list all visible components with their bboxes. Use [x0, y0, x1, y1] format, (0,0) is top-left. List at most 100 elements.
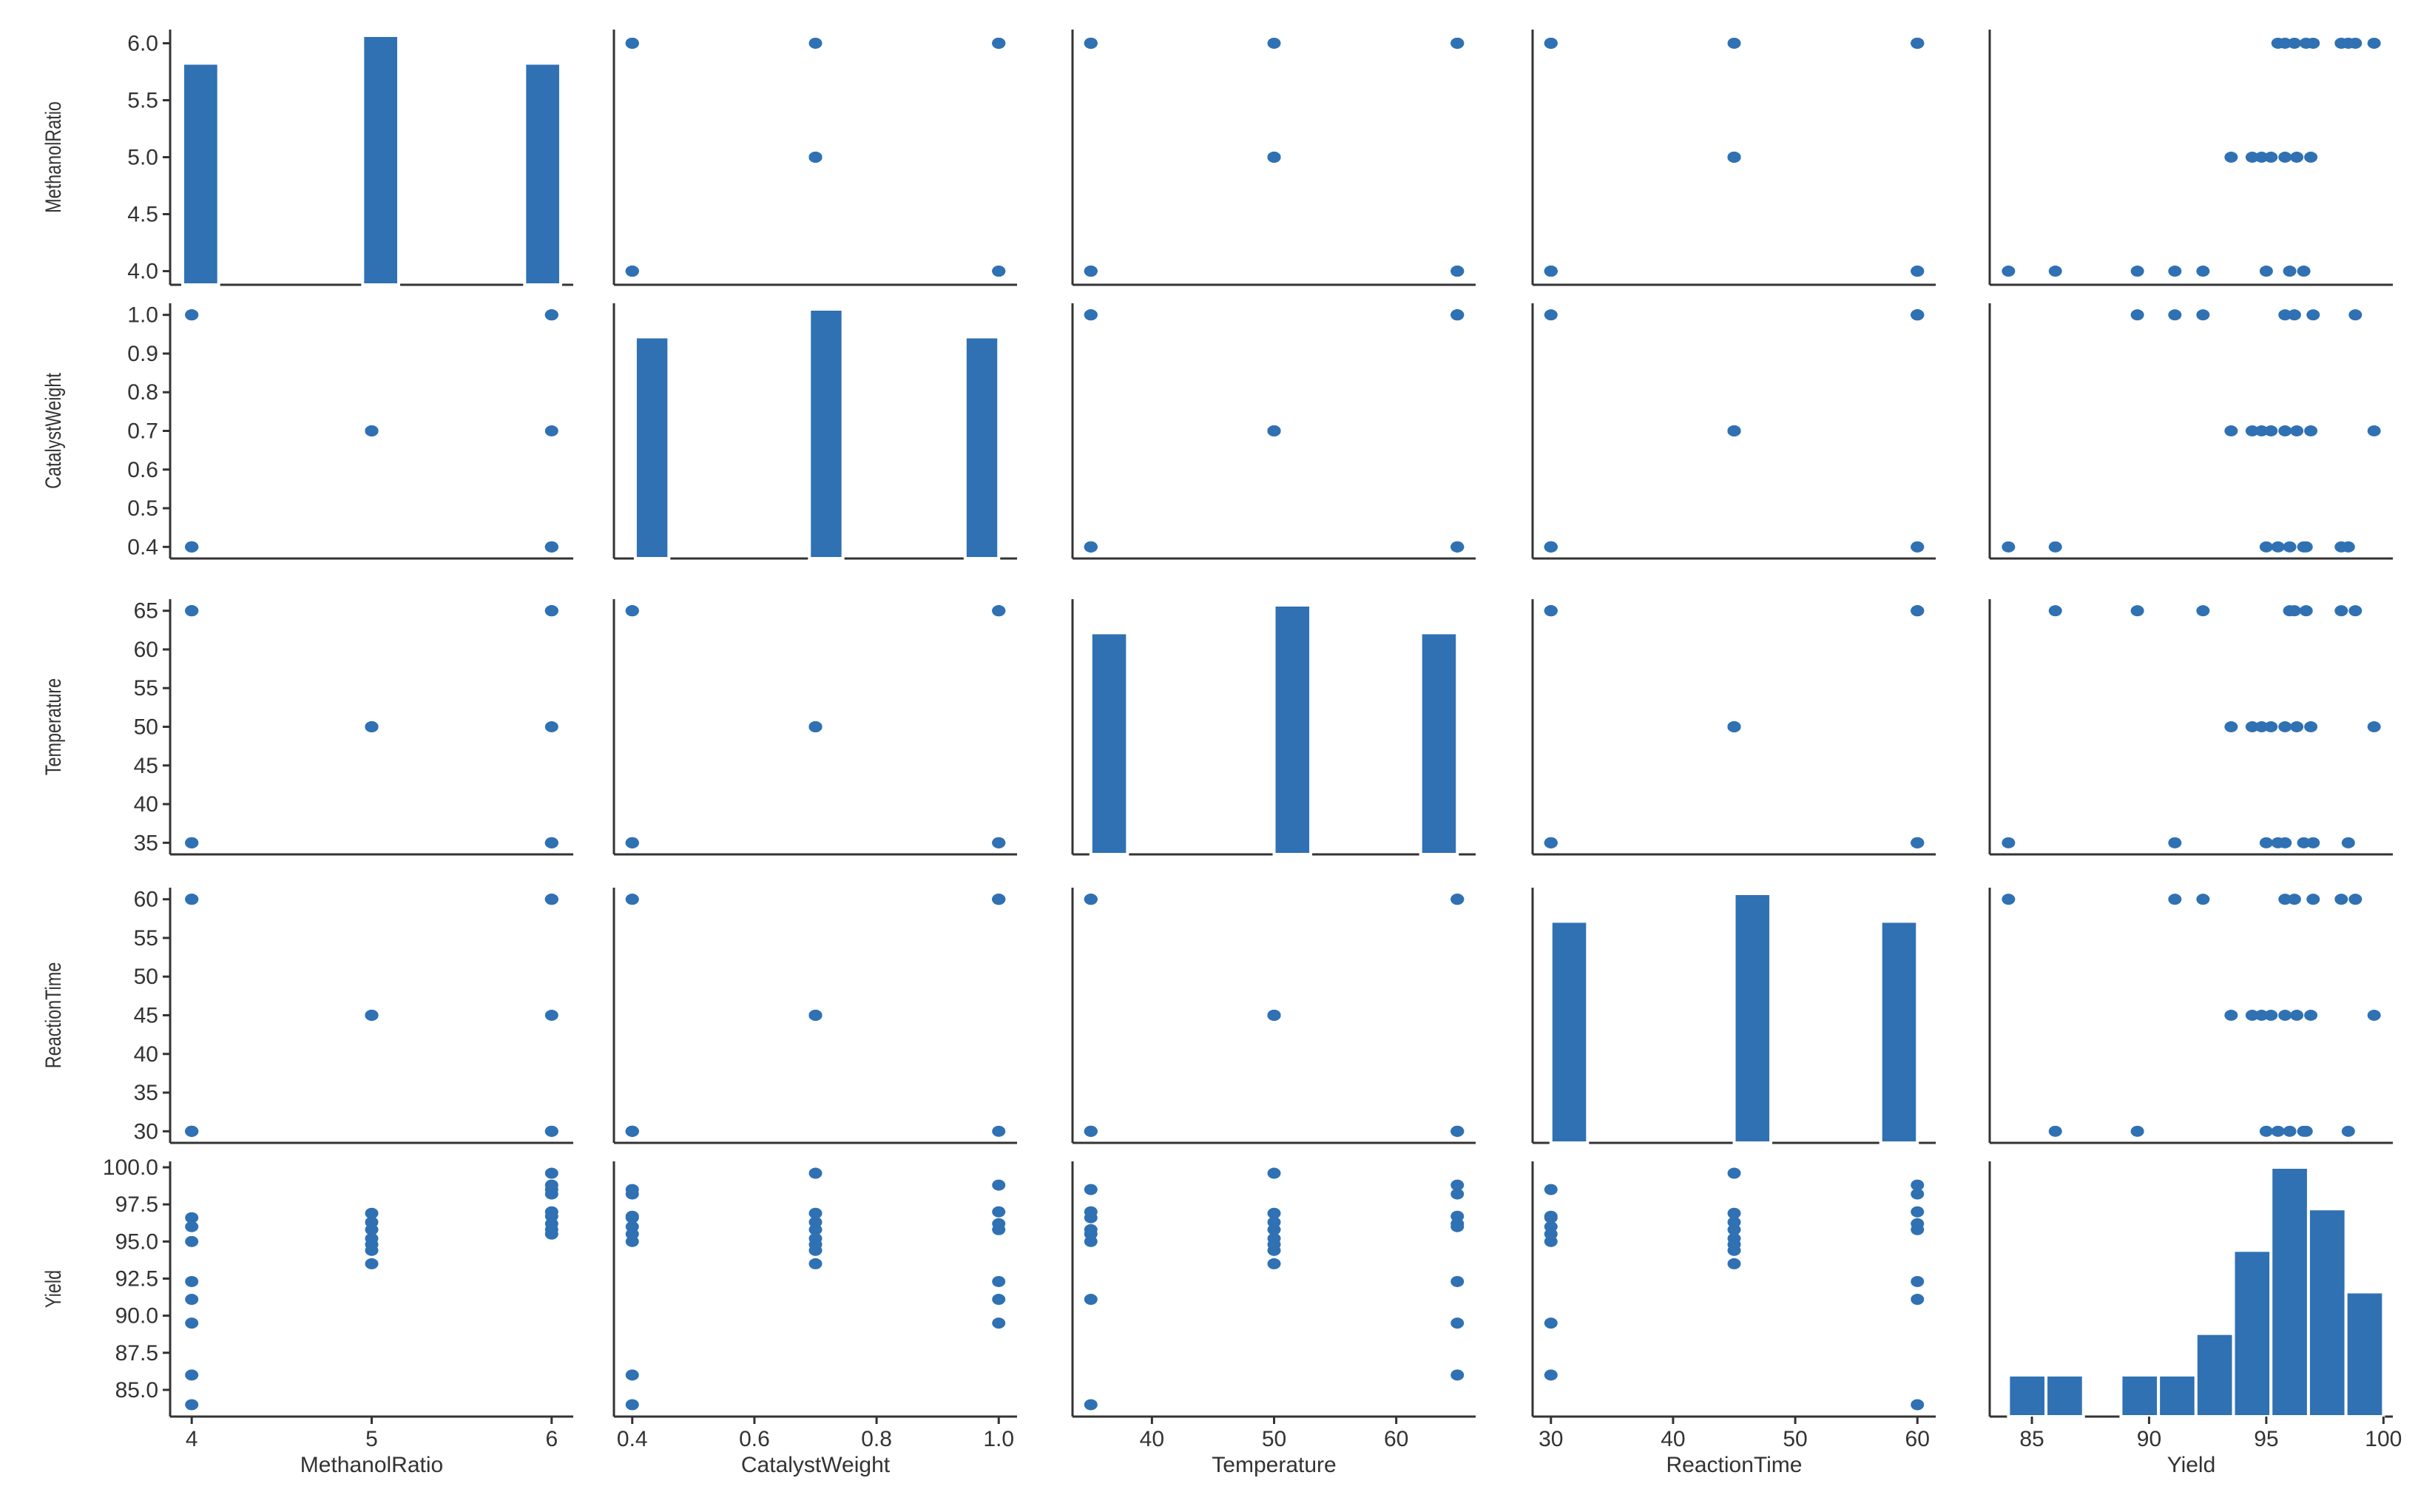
- x-axis-label-methanol-ratio: MethanolRatio: [300, 1453, 443, 1477]
- hist-bar: [1089, 631, 1129, 856]
- scatter-point: [1084, 894, 1098, 905]
- scatter-point: [185, 605, 199, 617]
- scatter-point: [365, 1232, 379, 1244]
- scatter-point: [1084, 309, 1098, 321]
- panel-yield-vs-reaction-time: 30 40 50 60 ReactionTime: [1531, 1161, 1936, 1477]
- scatter-point: [2168, 894, 2182, 905]
- scatter-point: [992, 1218, 1006, 1229]
- scatter-point: [2367, 425, 2381, 436]
- scatter-point: [2168, 266, 2182, 277]
- x-axis-label-catalyst-weight: CatalystWeight: [741, 1453, 891, 1477]
- scatter-point: [808, 1010, 823, 1021]
- scatter-point: [1450, 1317, 1465, 1329]
- x-tick-label: 40: [1661, 1427, 1685, 1451]
- scatter-point: [2278, 837, 2292, 848]
- scatter-point: [625, 1125, 639, 1137]
- scatter-point: [544, 837, 558, 848]
- y-axis-label-catalyst-weight: CatalystWeight: [41, 373, 65, 489]
- scatter-point: [1727, 721, 1741, 732]
- scatter-point: [365, 1258, 379, 1269]
- scatter-point: [808, 1216, 823, 1228]
- hist-bar: [2157, 1373, 2198, 1419]
- y-tick-label: 5.0: [127, 146, 158, 170]
- scatter-point: [2255, 721, 2269, 732]
- panel-temperature-vs-yield: [1988, 599, 2393, 856]
- scatter-point: [1911, 1206, 1925, 1218]
- hist-bar: [2306, 1207, 2348, 1418]
- y-tick-label: 45: [134, 754, 158, 778]
- scatter-point: [2255, 152, 2269, 163]
- scatter-point: [2259, 541, 2273, 553]
- scatter-point: [185, 1317, 199, 1329]
- hist-bar: [1419, 631, 1459, 856]
- scatter-point: [2306, 309, 2320, 321]
- y-tick-label: 65: [134, 599, 158, 624]
- hist-bar: [2232, 1249, 2273, 1419]
- scatter-point: [2130, 309, 2144, 321]
- scatter-point: [1450, 309, 1465, 321]
- scatter-point: [1267, 425, 1281, 436]
- y-tick-label: 0.6: [127, 458, 158, 482]
- panel-methanol-ratio-vs-catalyst-weight: [612, 30, 1017, 286]
- scatter-point: [2304, 1010, 2318, 1021]
- y-tick-label: 60: [134, 888, 158, 912]
- y-tick-label: 40: [134, 792, 158, 817]
- scatter-point: [992, 266, 1006, 277]
- y-tick-label: 35: [134, 1081, 158, 1105]
- scatter-point: [1911, 541, 1925, 553]
- scatter-point: [2224, 425, 2238, 436]
- scatter-point: [544, 1210, 558, 1222]
- scatter-point: [544, 721, 558, 732]
- scatter-point: [365, 1207, 379, 1219]
- scatter-point: [1544, 1228, 1558, 1240]
- panel-reaction-time-vs-yield: [1988, 888, 2393, 1144]
- scatter-point: [2299, 1125, 2313, 1137]
- scatter-point: [2306, 894, 2320, 905]
- y-tick-label: 60: [134, 638, 158, 662]
- scatter-point: [2259, 1125, 2273, 1137]
- hist-bar: [181, 61, 220, 286]
- y-tick-label: 40: [134, 1042, 158, 1067]
- scatter-point: [2259, 837, 2273, 848]
- hist-bar: [633, 335, 671, 560]
- scatter-point: [2290, 425, 2304, 436]
- scatter-point: [2168, 309, 2182, 321]
- scatter-point: [2304, 721, 2318, 732]
- scatter-point: [544, 605, 558, 617]
- panel-yield-vs-temperature: 40 50 60 Temperature: [1071, 1161, 1476, 1477]
- scatter-point: [1911, 605, 1925, 617]
- scatter-point: [1727, 1207, 1741, 1219]
- x-tick-label: 4: [186, 1427, 198, 1451]
- scatter-point: [625, 1228, 639, 1240]
- scatter-point: [185, 894, 199, 905]
- scatter-point: [625, 1184, 639, 1195]
- panel-reaction-time-vs-temperature: [1071, 888, 1476, 1144]
- x-tick-label: 60: [1384, 1427, 1408, 1451]
- x-tick-label: 6: [545, 1427, 558, 1451]
- scatter-point: [2196, 266, 2210, 277]
- panel-reaction-time-vs-catalyst-weight: [612, 888, 1017, 1144]
- scatter-point: [1084, 1206, 1098, 1218]
- scatter-point: [2278, 37, 2292, 49]
- hist-bar: [1732, 892, 1773, 1144]
- scatter-point: [2299, 541, 2313, 553]
- scatter-point: [2348, 37, 2363, 49]
- y-tick-label: 92.5: [115, 1266, 158, 1291]
- scatter-point: [2224, 152, 2238, 163]
- x-axis-label-temperature: Temperature: [1212, 1453, 1336, 1477]
- y-tick-label: 0.8: [127, 380, 158, 405]
- scatter-point: [992, 605, 1006, 617]
- scatter-point: [1544, 605, 1558, 617]
- scatter-point: [2130, 1125, 2144, 1137]
- scatter-point: [1450, 1179, 1465, 1191]
- scatter-point: [544, 309, 558, 321]
- scatter-point: [2048, 266, 2062, 277]
- scatter-point: [1084, 266, 1098, 277]
- scatter-point: [1084, 1294, 1098, 1306]
- panel-catalyst-weight-vs-reaction-time: [1531, 303, 1936, 560]
- y-tick-label: 85.0: [115, 1378, 158, 1403]
- x-tick-label: 1.0: [983, 1427, 1014, 1451]
- hist-bar: [1272, 604, 1313, 856]
- y-tick-label: 100.0: [103, 1155, 158, 1180]
- scatter-point: [1450, 1188, 1465, 1200]
